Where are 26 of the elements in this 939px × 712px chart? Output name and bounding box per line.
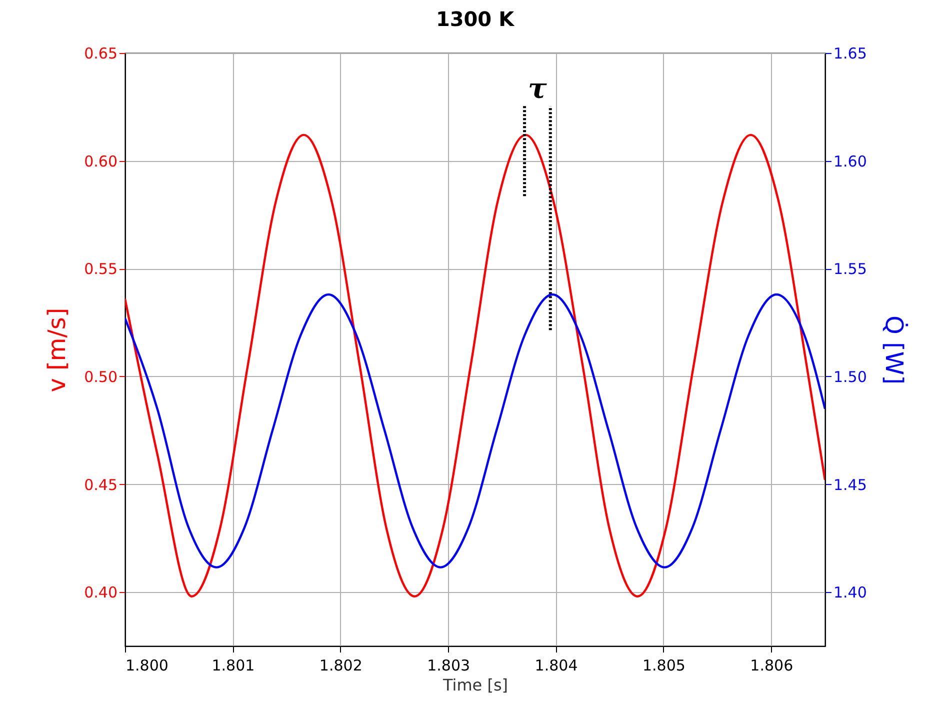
line-series (125, 293, 825, 568)
y-tick-label: 0.60 (84, 152, 118, 170)
y2-tick-label: 1.55 (834, 260, 867, 278)
x-tick-label: 1.805 (642, 656, 686, 674)
x-axis-title: Time [s] (442, 676, 508, 694)
x-tick-label: 1.806 (750, 656, 794, 674)
y2-tick-label: 1.40 (834, 584, 867, 602)
x-tick-label: 1.804 (534, 656, 578, 674)
x-tick-label: 1.801 (212, 656, 255, 674)
x-tick-label: 1.803 (427, 656, 470, 674)
y2-tick-label: 1.60 (834, 152, 867, 170)
y2-tick-label: 1.45 (834, 476, 867, 494)
y-tick-label: 0.55 (84, 260, 118, 278)
y-tick-label: 0.40 (84, 584, 118, 602)
y-tick-label: 0.45 (84, 476, 118, 494)
y-tick-label: 0.65 (84, 44, 118, 62)
chart-title: 1300 K (436, 7, 516, 31)
y2-axis-title: Q̇ [W] (880, 316, 908, 384)
annotation: τ (528, 72, 548, 106)
line-series (125, 134, 825, 598)
x-tick-label: 1.802 (319, 656, 362, 674)
y-axis-title: v [m/s] (43, 308, 72, 392)
y-tick-label: 0.50 (84, 368, 118, 386)
x-tick-label: 1.800 (126, 656, 168, 674)
y2-tick-label: 1.65 (834, 44, 867, 62)
y2-tick-label: 1.50 (834, 368, 867, 386)
